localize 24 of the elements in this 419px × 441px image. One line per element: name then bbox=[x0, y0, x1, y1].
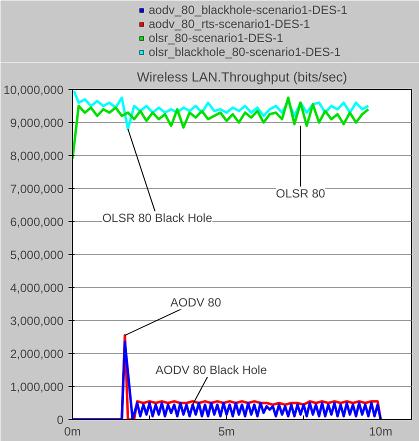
y-tick-label: 3,000,000 bbox=[10, 314, 64, 328]
y-tick-label: 7,000,000 bbox=[10, 182, 64, 196]
x-tick-label: 10m bbox=[369, 424, 392, 438]
legend-label: olsr_blackhole_80-scenario1-DES-1 bbox=[148, 45, 341, 59]
x-tick-label: 0m bbox=[64, 424, 81, 438]
legend-label: aodv_80_blackhole-scenario1-DES-1 bbox=[148, 3, 348, 17]
annotation: AODV 80 Black Hole bbox=[155, 363, 268, 377]
y-tick-label: 8,000,000 bbox=[10, 149, 64, 163]
annotation: OLSR 80 Black Hole bbox=[102, 211, 213, 226]
line-series bbox=[72, 96, 370, 160]
x-tick-label: 5m bbox=[218, 424, 235, 438]
y-tick-label: 6,000,000 bbox=[10, 215, 64, 229]
chart-title: Wireless LAN.Throughput (bits/sec) bbox=[136, 70, 348, 84]
legend-label: aodv_80_rts-scenario1-DES-1 bbox=[148, 17, 310, 31]
y-tick-label: 2,000,000 bbox=[10, 347, 64, 361]
y-tick-label: 5,000,000 bbox=[10, 248, 64, 262]
y-tick-label: 1,000,000 bbox=[10, 380, 64, 394]
y-tick-label: 4,000,000 bbox=[10, 281, 64, 295]
annotation: AODV 80 bbox=[170, 295, 222, 310]
y-tick-label: 10,000,000 bbox=[3, 83, 64, 97]
annotation: OLSR 80 bbox=[276, 186, 326, 200]
y-tick-label: 0 bbox=[56, 413, 64, 427]
y-tick-label: 9,000,000 bbox=[10, 116, 64, 130]
legend-label: olsr_80-scenario1-DES-1 bbox=[148, 31, 284, 45]
